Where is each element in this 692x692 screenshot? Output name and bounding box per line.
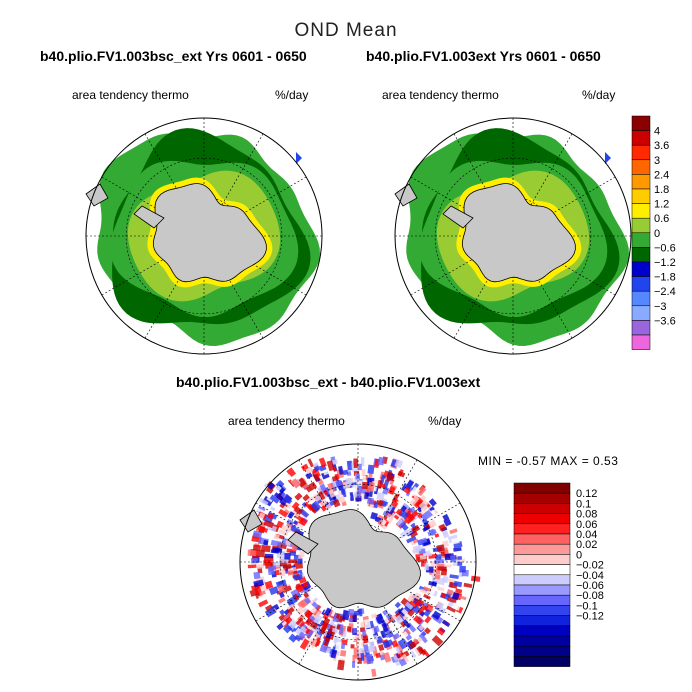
colorbar-swatch: [513, 564, 571, 576]
panel1-variable: area tendency thermo: [72, 88, 189, 102]
difference-field: [247, 456, 481, 677]
colorbar-swatch: [513, 482, 571, 494]
colorbar-tick-label: −1.8: [654, 272, 676, 284]
colorbar-tick-label: −1.2: [654, 257, 676, 269]
colorbar-tick-label: 0.02: [576, 539, 597, 551]
colorbar-tick-label: 0.08: [576, 509, 597, 521]
antarctic-peninsula: [442, 205, 474, 229]
colorbar-swatch: [513, 574, 571, 586]
colorbar-swatch: [513, 594, 571, 606]
colorbar-swatch: [631, 305, 651, 321]
colorbar-swatch: [631, 261, 651, 277]
panel3-variable: area tendency thermo: [228, 414, 345, 428]
colorbar-swatch: [631, 130, 651, 146]
colorbar-tick-label: 3.6: [654, 140, 669, 152]
colorbar-swatch: [513, 605, 571, 616]
colorbar-swatch: [631, 115, 651, 131]
blue-patch: [296, 152, 302, 164]
colorbar-tick-label: −2.4: [654, 286, 676, 298]
colorbar-tick-label: 0: [576, 549, 582, 561]
colorbar-swatch: [631, 290, 651, 307]
antarctica-landmass: [306, 509, 421, 609]
colorbar-tick-label: 0.12: [576, 488, 597, 500]
colorbar-swatch: [513, 503, 571, 514]
colorbar-tick-label: 0.1: [576, 498, 591, 510]
colorbar-swatch: [513, 513, 571, 525]
colorbar-tick-label: 0: [654, 228, 660, 240]
colorbar-swatch: [631, 174, 651, 190]
colorbar-tick-label: −0.08: [576, 590, 604, 602]
colorbar-tick-label: −0.1: [576, 600, 598, 612]
colorbar-tick-label: 1.8: [654, 184, 669, 196]
colorbar-tick-label: 3: [654, 155, 660, 167]
map-boundary: [394, 117, 632, 355]
main-title: OND Mean: [294, 20, 398, 41]
colorbar-swatch: [631, 232, 651, 248]
colorbar-swatch: [631, 320, 651, 336]
panel3-title: b40.plio.FV1.003bsc_ext - b40.plio.FV1.0…: [176, 374, 481, 390]
colorbar-tick-label: 0.06: [576, 519, 597, 531]
panel1-title: b40.plio.FV1.003bsc_ext Yrs 0601 - 0650: [40, 48, 307, 64]
colorbar-swatch: [513, 615, 571, 627]
map-boundary: [239, 443, 477, 681]
colorbar-swatch: [631, 217, 651, 234]
colorbar-tick-label: −0.12: [576, 611, 604, 623]
colorbar-tick-label: −0.04: [576, 570, 604, 582]
colorbar-tick-label: 2.4: [654, 169, 669, 181]
panel3-polar-map: [239, 443, 481, 681]
colorbar-swatch: [513, 645, 571, 657]
colorbar-swatch: [513, 533, 571, 545]
colorbar-tick-label: −3.6: [654, 315, 676, 327]
colorbar-swatch: [631, 334, 651, 350]
antarctic-peninsula: [287, 531, 319, 555]
colorbar-tick-label: −0.06: [576, 580, 604, 592]
colorbar-bottom: 0.120.10.080.060.040.020−0.02−0.04−0.06−…: [513, 482, 604, 667]
colorbar-swatch: [513, 625, 571, 637]
colorbar-tick-label: −0.02: [576, 560, 604, 572]
panel1-polar-map: [85, 117, 323, 355]
panel1-units: %/day: [275, 88, 309, 102]
colorbar-top: 4 3.6 3 2.4 1.8 1.2 0.6 0 −0.6 −1.2 −1.8 −2.4 −3 −3.6: [631, 115, 676, 350]
colorbar-swatch: [631, 188, 651, 204]
antarctica-landmass: [152, 183, 267, 283]
panel2-title: b40.plio.FV1.003ext Yrs 0601 - 0650: [366, 48, 601, 64]
colorbar-swatch: [631, 159, 651, 175]
panel2-units: %/day: [582, 88, 616, 102]
minmax-label: MIN = -0.57 MAX = 0.53: [478, 454, 619, 468]
colorbar-swatch: [513, 554, 571, 565]
colorbar-swatch: [631, 247, 651, 263]
colorbar-swatch: [513, 492, 571, 504]
colorbar-swatch: [513, 523, 571, 535]
colorbar-tick-label: 0.04: [576, 529, 597, 541]
colorbar-swatch: [513, 656, 571, 667]
map-boundary: [85, 117, 323, 355]
colorbar-swatch: [513, 543, 571, 555]
antarctic-peninsula: [133, 205, 165, 229]
colorbar-tick-label: −3: [654, 301, 667, 313]
colorbar-tick-label: 4: [654, 126, 660, 138]
panel2-variable: area tendency thermo: [382, 88, 499, 102]
colorbar-swatch: [631, 144, 651, 161]
antarctica-landmass: [461, 183, 576, 283]
colorbar-tick-label: 1.2: [654, 199, 669, 211]
colorbar-tick-label: −0.6: [654, 242, 676, 254]
colorbar-swatch: [631, 203, 651, 219]
blue-patch: [605, 152, 611, 164]
panel2-polar-map: [394, 117, 632, 355]
colorbar-tick-label: 0.6: [654, 213, 669, 225]
panel3-units: %/day: [428, 414, 462, 428]
colorbar-swatch: [631, 276, 651, 292]
colorbar-swatch: [513, 584, 571, 596]
colorbar-swatch: [513, 635, 571, 647]
